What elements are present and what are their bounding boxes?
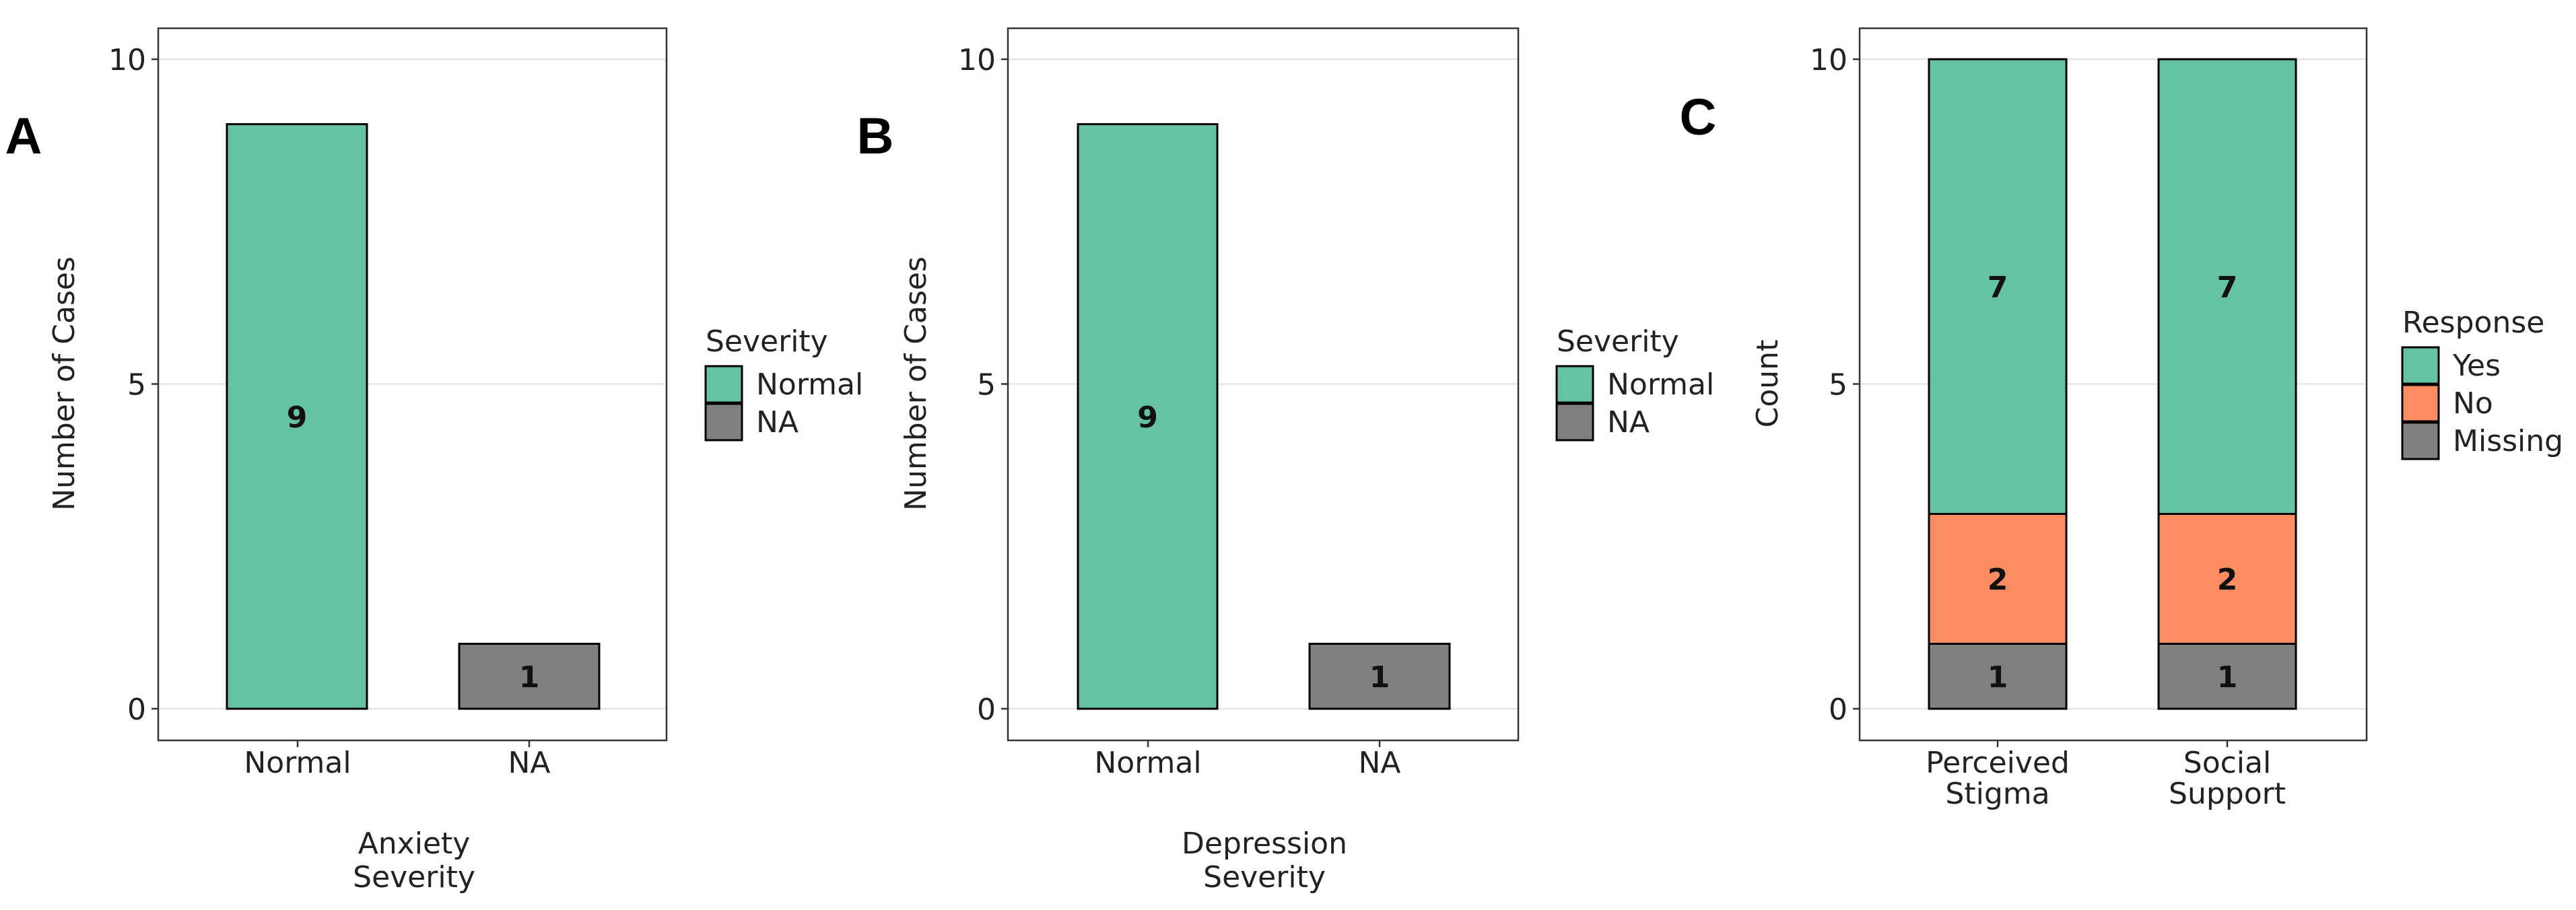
y-tick-label: 5	[1829, 368, 1848, 403]
legend-title: Severity	[706, 324, 828, 359]
legend-title: Severity	[1557, 324, 1679, 359]
panel-letter: A	[5, 108, 42, 165]
legend-key-missing	[2401, 421, 2440, 460]
data-label: 1	[2217, 660, 2238, 695]
y-tick-label: 0	[127, 693, 146, 727]
panel-border	[1858, 27, 2368, 742]
y-tick-label: 0	[1829, 693, 1848, 727]
legend-label: Yes	[2452, 349, 2501, 383]
legend-label: NA	[756, 405, 799, 440]
data-label: 1	[519, 660, 540, 695]
legend-label: NA	[1607, 405, 1650, 440]
x-tick-label: Support	[2169, 777, 2286, 811]
x-axis-title: Severity	[353, 860, 475, 895]
legend-key-na	[704, 403, 743, 442]
legend-key-na	[1555, 403, 1594, 442]
x-tick-label: NA	[508, 746, 550, 780]
bar-yes	[2157, 58, 2297, 515]
y-tick-label: 10	[108, 43, 146, 77]
legend-label: Missing	[2453, 424, 2563, 458]
bar-normal	[1077, 123, 1219, 710]
legend-label: No	[2453, 386, 2493, 421]
data-label: 1	[1369, 660, 1390, 695]
panel-letter: B	[857, 108, 894, 165]
panel-border	[1007, 27, 1520, 742]
y-tick-label: 5	[977, 368, 996, 403]
y-axis-title: Number of Cases	[47, 256, 81, 511]
bar-no	[2157, 513, 2297, 645]
y-axis-title: Number of Cases	[899, 256, 933, 511]
legend-title: Response	[2402, 306, 2544, 340]
x-tick-label: Normal	[1094, 746, 1201, 780]
legend-label: Normal	[756, 368, 863, 402]
data-label: 7	[2217, 271, 2238, 305]
x-tick-label: NA	[1358, 746, 1400, 780]
data-label: 7	[1988, 271, 2008, 305]
x-axis-title: Severity	[1203, 860, 1326, 895]
bar-no	[1928, 513, 2068, 645]
bar-missing	[2157, 643, 2297, 710]
bar-na	[458, 643, 601, 710]
legend-label: Normal	[1607, 368, 1714, 402]
data-label: 1	[1988, 660, 2008, 695]
legend-key-normal	[704, 365, 743, 404]
data-label: 2	[1988, 563, 2008, 597]
x-tick-label: Stigma	[1945, 777, 2049, 811]
y-tick-label: 0	[977, 693, 996, 727]
y-tick-label: 5	[127, 368, 146, 403]
panel-border	[157, 27, 668, 742]
legend-key-normal	[1555, 365, 1594, 404]
panel-c: 0510127127PerceivedStigmaSocialSupportCo…	[1680, 27, 2563, 811]
bar-yes	[1928, 58, 2068, 515]
x-tick-label: Social	[2183, 746, 2271, 780]
data-label: 2	[2217, 563, 2238, 597]
x-axis-title: Anxiety	[358, 827, 471, 861]
legend-key-no	[2401, 384, 2440, 423]
x-axis-title: Depression	[1182, 827, 1347, 861]
y-tick-label: 10	[958, 43, 996, 77]
panel-letter: C	[1680, 89, 1717, 146]
bar-missing	[1928, 643, 2068, 710]
x-tick-label: Normal	[244, 746, 351, 780]
data-label: 9	[287, 400, 308, 435]
legend-key-yes	[2401, 346, 2440, 385]
y-axis-title: Count	[1751, 340, 1785, 428]
bar-na	[1308, 643, 1451, 710]
y-tick-label: 10	[1810, 43, 1848, 77]
data-label: 9	[1137, 400, 1158, 435]
x-tick-label: Perceived	[1926, 746, 2070, 780]
bar-normal	[226, 123, 368, 710]
